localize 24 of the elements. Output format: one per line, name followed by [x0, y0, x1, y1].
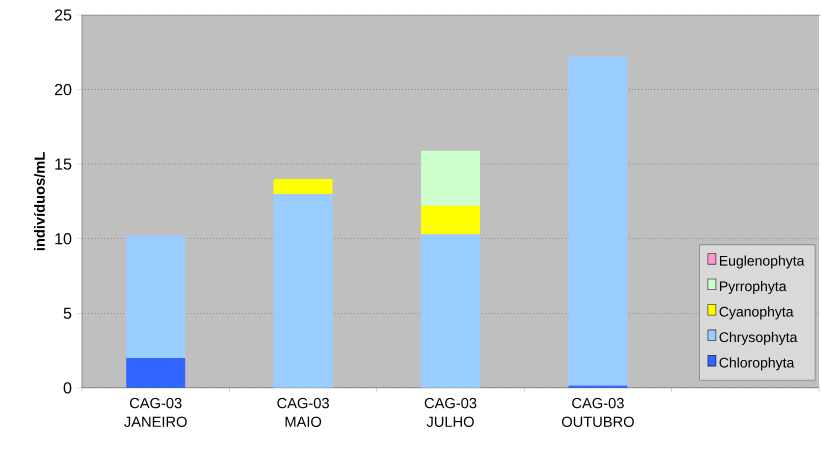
y-tick-label: 0 — [64, 382, 72, 394]
legend-label: Pyrrophyta — [720, 281, 786, 294]
x-tick-label: CAG-03 MAIO — [277, 398, 329, 428]
x-tick-label: CAG-03 JANEIRO — [124, 398, 187, 428]
y-tick-label: 25 — [54, 9, 72, 21]
y-tick-label: 20 — [54, 84, 72, 96]
bar — [421, 234, 480, 388]
legend-label: Chlorophyta — [720, 357, 794, 370]
x-tick-label: CAG-03 OUTUBRO — [562, 398, 634, 428]
y-tick-label: 10 — [55, 233, 72, 244]
bar — [274, 194, 333, 388]
bar — [126, 236, 186, 358]
bar — [274, 179, 333, 194]
bar — [126, 358, 186, 388]
bar — [421, 206, 480, 234]
legend-label: Euglenophyta — [720, 256, 804, 269]
bar — [568, 56, 628, 386]
legend-label: Cyanophyta — [720, 306, 794, 320]
y-axis-title: indivíduos/mL — [34, 152, 45, 250]
bar — [421, 150, 480, 206]
y-tick-label: 15 — [55, 158, 72, 170]
y-tick-label: 5 — [64, 308, 72, 319]
legend-label: Chrysophyta — [720, 332, 798, 345]
x-tick-label: CAG-03 JULHO — [424, 398, 476, 428]
